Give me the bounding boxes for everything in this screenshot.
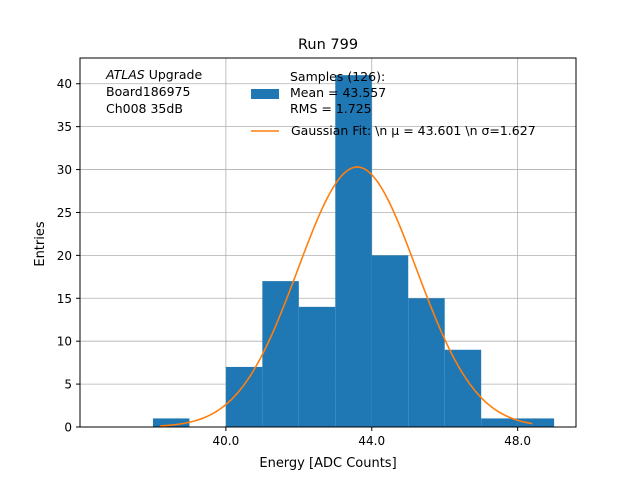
chart-title: Run 799 xyxy=(298,37,358,53)
y-tick-label: 30 xyxy=(57,163,72,177)
y-tick-label: 40 xyxy=(57,77,72,91)
x-axis-label: Energy [ADC Counts] xyxy=(259,456,396,471)
histogram-bar xyxy=(444,349,482,427)
x-tick-label: 48.0 xyxy=(504,434,531,448)
y-tick-label: 25 xyxy=(57,206,72,220)
legend-swatch-samples xyxy=(251,89,279,99)
legend-label-samples: Mean = 43.557 xyxy=(290,85,386,100)
legend-label-fit: Gaussian Fit: \n μ = 43.601 \n σ=1.627 xyxy=(291,123,536,138)
y-tick-label: 20 xyxy=(57,249,72,263)
fit-line xyxy=(160,166,533,427)
histogram-bar xyxy=(262,281,299,427)
histogram-bar xyxy=(225,366,263,427)
plot-frame xyxy=(79,57,577,428)
histogram-bar xyxy=(481,418,518,427)
histogram-bar xyxy=(335,75,372,428)
y-tick-label: 35 xyxy=(57,120,72,134)
atlas-annotation: ATLAS Upgrade Board186975 Ch008 35dB xyxy=(105,67,202,116)
y-tick-label: 15 xyxy=(57,292,72,306)
histogram-bar xyxy=(371,255,409,427)
histogram-bar xyxy=(408,298,445,427)
y-axis-ticks: 0 5 10 15 20 25 30 35 40 xyxy=(57,77,80,435)
x-axis-ticks: 40.0 44.0 48.0 xyxy=(213,427,531,448)
legend-label-samples: Samples (126): xyxy=(290,69,385,84)
annotation-line: Ch008 35dB xyxy=(106,101,183,116)
x-tick-label: 40.0 xyxy=(213,434,240,448)
histogram-bar xyxy=(152,418,190,427)
annotation-italic: ATLAS xyxy=(105,67,145,82)
x-tick-label: 44.0 xyxy=(358,434,385,448)
annotation-line: Board186975 xyxy=(106,84,190,99)
histogram-bars xyxy=(152,75,555,428)
y-tick-label: 5 xyxy=(64,378,72,392)
annotation-line: ATLAS Upgrade xyxy=(105,67,202,82)
y-tick-label: 10 xyxy=(57,335,72,349)
y-axis-label: Entries xyxy=(33,221,48,267)
histogram-bar xyxy=(517,418,555,427)
annotation-rest: Upgrade xyxy=(145,67,203,82)
y-tick-label: 0 xyxy=(64,421,72,435)
legend: Samples (126): Mean = 43.557 RMS = 1.725… xyxy=(251,69,536,138)
legend-label-samples: RMS = 1.725 xyxy=(290,101,372,116)
gaussian-fit-curve xyxy=(160,166,533,427)
histogram-bar xyxy=(298,306,336,427)
